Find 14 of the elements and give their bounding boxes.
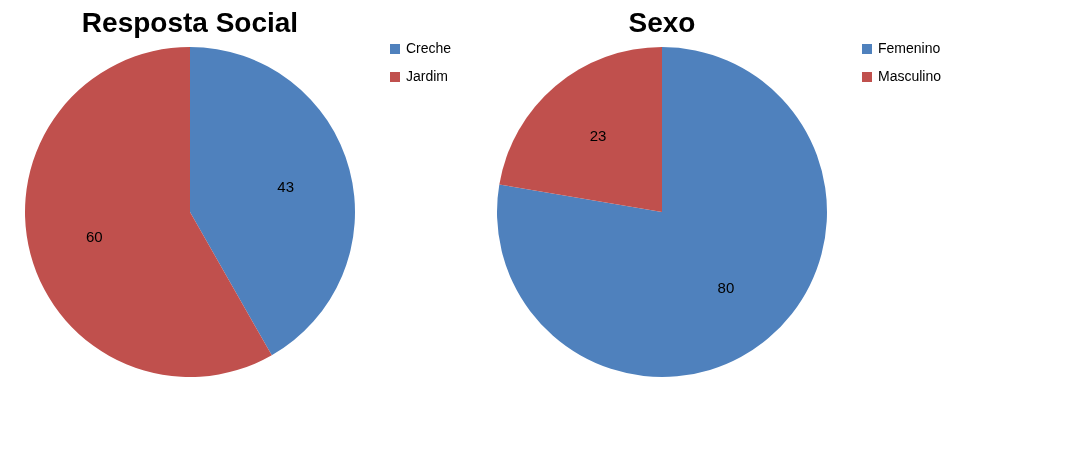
legend-label: Masculino: [878, 68, 942, 84]
data-label: 43: [277, 177, 295, 195]
data-label: 60: [85, 228, 103, 246]
legend-label: Femenino: [878, 40, 941, 56]
data-label: 80: [717, 278, 735, 296]
chart-title: Resposta Social: [81, 7, 299, 38]
chart-title: Sexo: [628, 7, 696, 38]
legend-label: Creche: [406, 40, 452, 56]
pie-slice: [497, 47, 827, 377]
pie-slice: [25, 47, 272, 377]
pie-slice: [499, 47, 662, 212]
legend-label: Jardim: [406, 68, 449, 84]
data-label: 23: [589, 127, 607, 145]
pie-slice: [190, 47, 355, 356]
